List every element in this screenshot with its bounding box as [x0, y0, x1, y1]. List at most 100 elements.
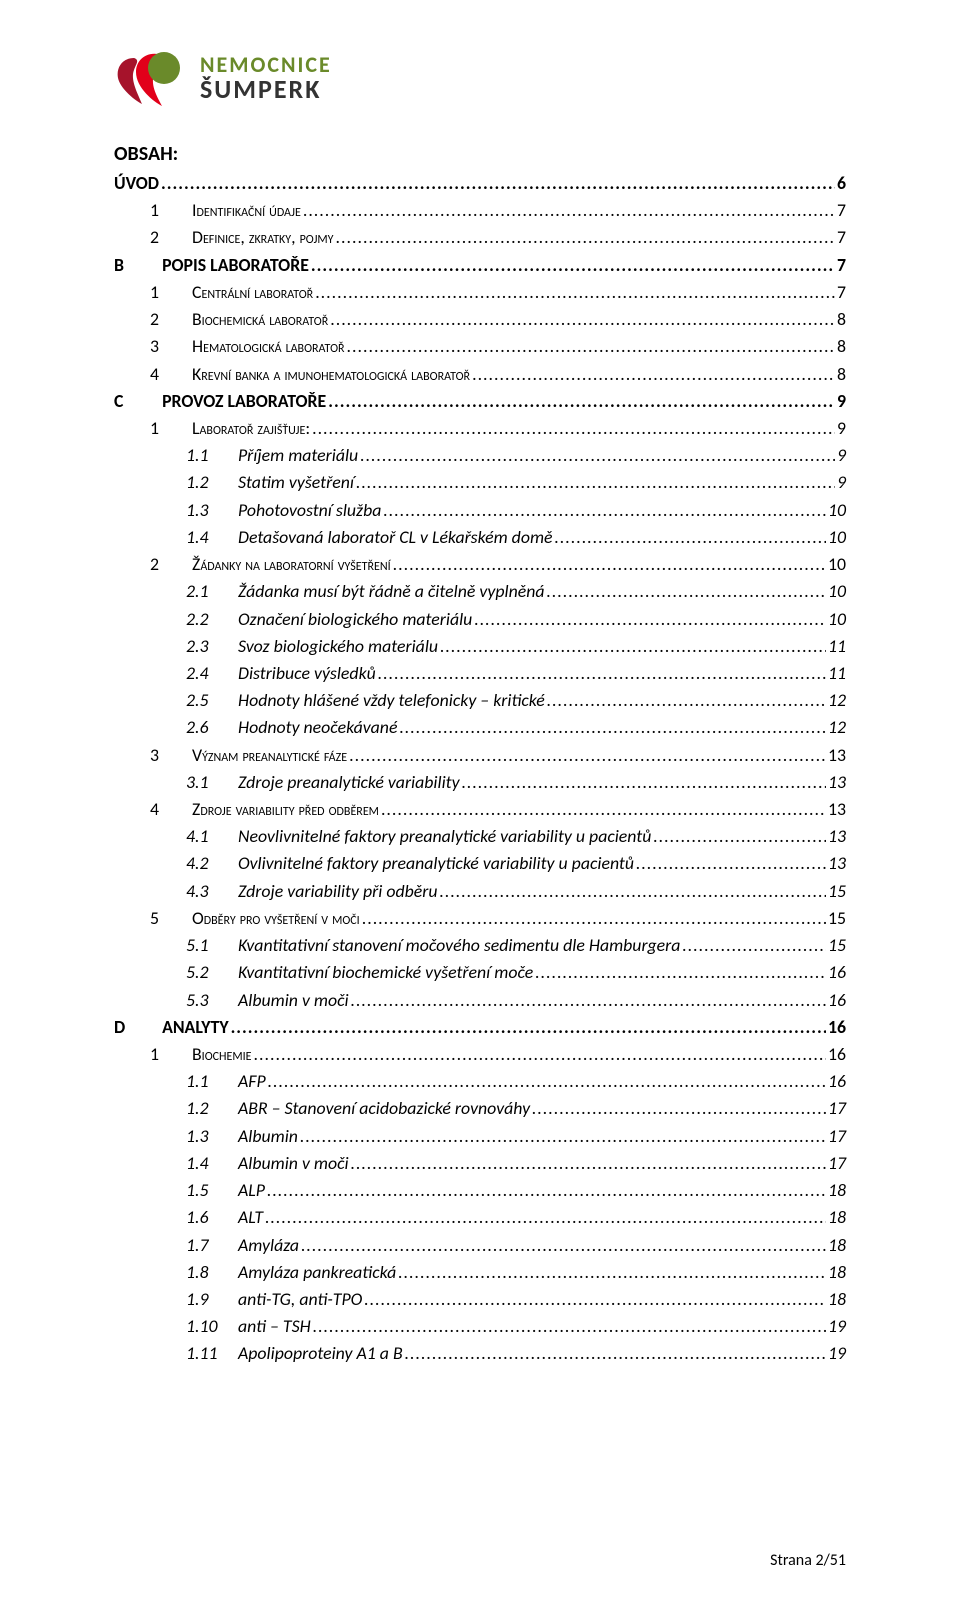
toc-label: ABR – Stanovení acidobazické rovnováhy	[238, 1095, 530, 1122]
toc-row: 5.2Kvantitativní biochemické vyšetření m…	[114, 959, 846, 986]
toc-num: 1.4	[186, 524, 238, 551]
toc-label: Zdroje variability před odběrem	[192, 796, 379, 823]
toc-label: Krevní banka a imunohematologická labora…	[192, 361, 470, 388]
toc-row: 1.1Příjem materiálu 9	[114, 442, 846, 469]
toc-leader	[254, 1041, 826, 1068]
toc-leader	[547, 687, 826, 714]
toc-row: 1.2Statim vyšetření 9	[114, 469, 846, 496]
toc-page: 9	[837, 388, 846, 415]
toc-num: 2.6	[186, 714, 238, 741]
toc-leader	[351, 1150, 826, 1177]
toc-num: 3	[150, 742, 192, 769]
toc-leader	[364, 1286, 826, 1313]
toc-label: Hematologická laboratoř	[192, 333, 345, 360]
toc-row: 4Zdroje variability před odběrem 13	[114, 796, 846, 823]
toc-leader	[328, 388, 835, 415]
toc-num: 4	[150, 796, 192, 823]
toc-page: 11	[828, 633, 846, 660]
toc-page: 7	[837, 224, 846, 251]
toc-page: 16	[828, 959, 846, 986]
toc-label: Pohotovostní služba	[238, 497, 381, 524]
toc-page: 6	[837, 170, 846, 197]
toc-leader	[381, 796, 826, 823]
toc-label: ANALYTY	[162, 1014, 229, 1041]
toc-page: 18	[828, 1232, 846, 1259]
toc-leader	[383, 497, 826, 524]
toc-num: 1.5	[186, 1177, 238, 1204]
toc-leader	[462, 769, 826, 796]
toc-num: 2	[150, 306, 192, 333]
toc-page: 10	[828, 551, 846, 578]
toc-page: 11	[828, 660, 846, 687]
toc-page: 9	[837, 415, 846, 442]
toc-label: anti-TG, anti-TPO	[238, 1286, 362, 1313]
toc-row: 1Identifikační údaje 7	[114, 197, 846, 224]
toc-num: 1.7	[186, 1232, 238, 1259]
toc-row: 2Biochemická laboratoř 8	[114, 306, 846, 333]
toc-leader	[231, 1014, 826, 1041]
toc-row: 1Laboratoř zajišťuje: 9	[114, 415, 846, 442]
toc-row: 1.8Amyláza pankreatická 18	[114, 1259, 846, 1286]
toc-page: 16	[828, 987, 846, 1014]
toc-num: 1.2	[186, 469, 238, 496]
toc-label: Amyláza pankreatická	[238, 1259, 396, 1286]
toc-page: 9	[837, 442, 846, 469]
toc-label: Svoz biologického materiálu	[238, 633, 438, 660]
toc-page: 15	[828, 932, 846, 959]
page-footer: Strana 2/51	[770, 1551, 846, 1570]
toc-num: 2.3	[186, 633, 238, 660]
toc-num: 1.3	[186, 497, 238, 524]
toc-label: anti – TSH	[238, 1313, 311, 1340]
toc-num: D	[114, 1014, 150, 1041]
toc-leader	[330, 306, 835, 333]
toc-page: 19	[828, 1313, 846, 1340]
toc-row: 1.3Albumin 17	[114, 1123, 846, 1150]
toc-label: Albumin	[238, 1123, 298, 1150]
toc-row: 1Centrální laboratoř 7	[114, 279, 846, 306]
toc-label: Identifikační údaje	[192, 197, 301, 224]
toc-leader	[356, 469, 835, 496]
toc-leader	[268, 1068, 826, 1095]
toc-label: Centrální laboratoř	[192, 279, 313, 306]
toc-row: 3Hematologická laboratoř 8	[114, 333, 846, 360]
toc-row: 2.1Žádanka musí být řádně a čitelně vypl…	[114, 578, 846, 605]
toc-page: 16	[828, 1014, 846, 1041]
footer-page: 2/51	[815, 1551, 846, 1570]
toc-page: 15	[828, 905, 846, 932]
toc-num: 1.8	[186, 1259, 238, 1286]
toc-leader	[313, 1313, 826, 1340]
toc-num: 5.1	[186, 932, 238, 959]
toc-row: 1.4Albumin v moči 17	[114, 1150, 846, 1177]
toc-num: 1.6	[186, 1204, 238, 1231]
toc-label: Laboratoř zajišťuje:	[192, 415, 310, 442]
toc-leader	[315, 279, 835, 306]
toc-row: B POPIS LABORATOŘE 7	[114, 252, 846, 279]
toc-page: 8	[837, 306, 846, 333]
toc-leader	[301, 1232, 826, 1259]
toc-leader	[398, 1259, 826, 1286]
toc-num: 2	[150, 224, 192, 251]
toc-page: 18	[828, 1204, 846, 1231]
toc-page: 18	[828, 1259, 846, 1286]
toc-row: 5Odběry pro vyšetření v moči 15	[114, 905, 846, 932]
toc-leader	[303, 197, 835, 224]
toc-label: Význam preanalytické fáze	[192, 742, 347, 769]
toc-label: Žádanky na laboratorní vyšetření	[192, 551, 391, 578]
toc-leader	[311, 252, 835, 279]
toc-label: ALP	[238, 1177, 265, 1204]
toc-leader	[535, 959, 826, 986]
toc-label: Albumin v moči	[238, 1150, 349, 1177]
toc-label: Apolipoproteiny A1 a B	[238, 1340, 403, 1367]
toc-row: 2Definice, zkratky, pojmy 7	[114, 224, 846, 251]
toc-label: Odběry pro vyšetření v moči	[192, 905, 360, 932]
toc-label: Zdroje preanalytické variability	[238, 769, 460, 796]
toc-page: 10	[828, 497, 846, 524]
toc-leader	[349, 742, 826, 769]
toc-leader	[300, 1123, 826, 1150]
toc-num: 1.1	[186, 442, 238, 469]
toc-row: 4.3Zdroje variability při odběru 15	[114, 878, 846, 905]
logo-text: NEMOCNICE ŠUMPERK	[200, 54, 331, 102]
toc-page: 10	[828, 578, 846, 605]
toc-row: 1.11Apolipoproteiny A1 a B 19	[114, 1340, 846, 1367]
toc-row: ÚVOD 6	[114, 170, 846, 197]
